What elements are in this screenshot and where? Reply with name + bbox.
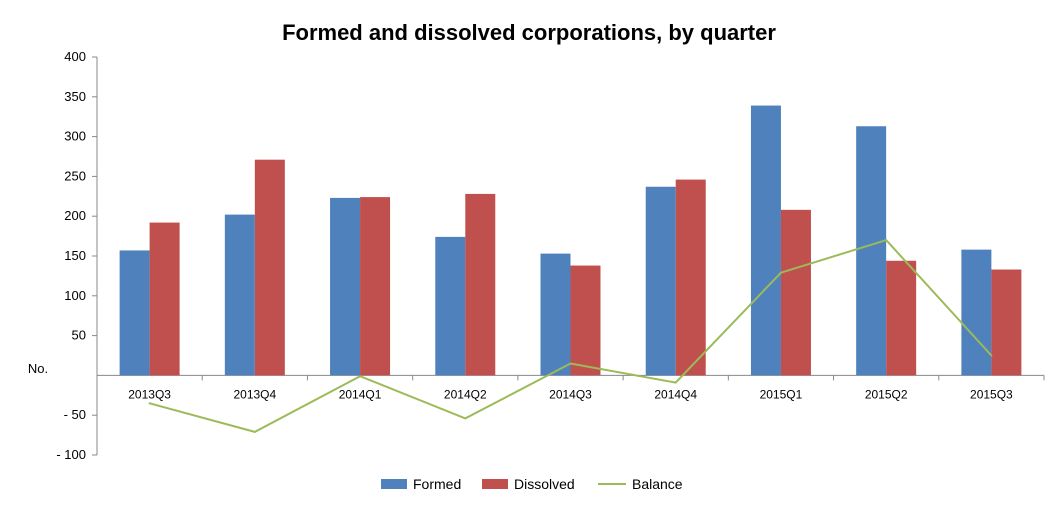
bar-dissolved-2014q1 (360, 197, 391, 376)
bar-dissolved-2014q4 (675, 179, 706, 376)
bar-formed-2014q3 (540, 253, 571, 376)
bar-formed-2014q2 (435, 236, 466, 376)
bar-formed-2015q2 (856, 126, 887, 376)
y-tick-label: 400 (64, 49, 86, 64)
line-point-balance-2014q2 (464, 417, 467, 420)
line-point-balance-2014q4 (674, 381, 677, 384)
legend-swatch-formed (381, 479, 407, 489)
y-tick-label: 200 (64, 208, 86, 223)
line-point-balance-2014q1 (359, 375, 362, 378)
x-tick-label: 2015Q3 (970, 387, 1013, 401)
bar-formed-2015q1 (750, 105, 781, 376)
y-tick-label: 150 (64, 248, 86, 263)
y-tick-label: - 100 (56, 447, 86, 462)
line-point-balance-2015q1 (779, 271, 782, 274)
x-tick-label: 2014Q2 (444, 387, 487, 401)
bar-dissolved-2015q2 (886, 260, 917, 376)
x-tick-label: 2015Q1 (760, 387, 803, 401)
line-point-balance-2013q3 (148, 402, 151, 405)
line-point-balance-2014q3 (569, 362, 572, 365)
bars (119, 105, 1045, 381)
line-point-balance-2015q3 (990, 354, 993, 357)
bar-dissolved-2015q1 (780, 209, 811, 376)
legend-swatch-dissolved (482, 479, 508, 489)
x-tick-label: 2013Q4 (233, 387, 276, 401)
x-tick-label: 2014Q3 (549, 387, 592, 401)
y-tick-label: - 50 (64, 407, 86, 422)
balance-layer (148, 238, 993, 433)
bar-dissolved-2013q4 (254, 159, 285, 376)
bar-dissolved-2014q2 (465, 193, 496, 376)
legend-label-dissolved: Dissolved (514, 476, 575, 492)
line-point-balance-2015q2 (885, 239, 888, 242)
line-point-balance-2013q4 (253, 430, 256, 433)
legend-label-formed: Formed (413, 476, 461, 492)
legend-label-balance: Balance (632, 476, 683, 492)
bar-dissolved-2014q3 (570, 265, 601, 376)
y-tick-label: 50 (72, 328, 86, 343)
bar-formed-2013q3 (119, 250, 150, 376)
y-axis-label: No. (28, 361, 48, 376)
chart-title: Formed and dissolved corporations, by qu… (282, 20, 776, 45)
y-ticks: 400 350 300 250 200 150 100 50 - 50 - 100 (56, 49, 97, 462)
x-tick-label: 2014Q1 (339, 387, 382, 401)
bar-formed-2013q4 (224, 214, 255, 376)
bar-formed-2015q3 (961, 249, 992, 376)
legend: Formed Dissolved Balance (381, 476, 683, 492)
y-tick-label: 250 (64, 168, 86, 183)
x-tick-label: 2013Q3 (128, 387, 171, 401)
y-tick-label: 100 (64, 288, 86, 303)
x-tick-label: 2015Q2 (865, 387, 908, 401)
bar-dissolved-2015q3 (991, 269, 1022, 376)
y-tick-label: 350 (64, 89, 86, 104)
x-tick-label: 2014Q4 (654, 387, 697, 401)
bar-dissolved-2013q3 (149, 222, 180, 376)
y-tick-label: 300 (64, 129, 86, 144)
bar-formed-2014q4 (645, 186, 676, 376)
x-category-labels: 2013Q3 2013Q4 2014Q1 2014Q2 2014Q3 2014Q4 2015… (128, 387, 1013, 401)
bar-formed-2014q1 (330, 197, 361, 376)
